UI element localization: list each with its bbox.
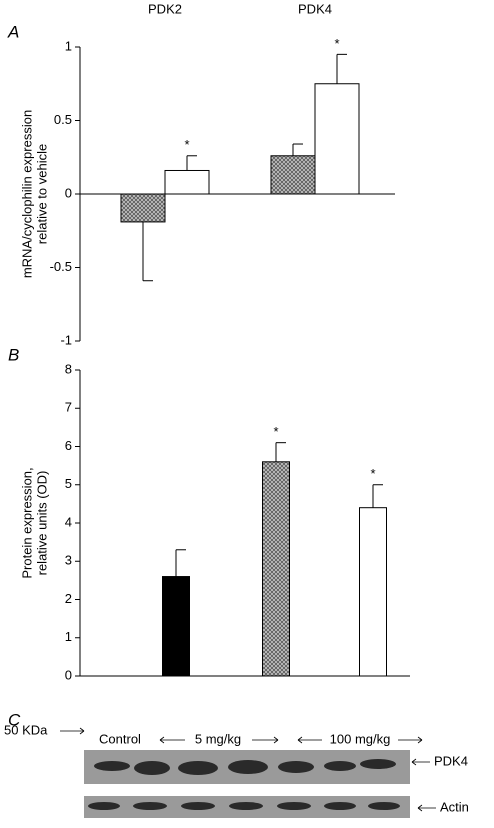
y-tick-label: 7 xyxy=(65,400,72,415)
lane-label: Control xyxy=(99,731,141,746)
lane-label: 100 mg/kg xyxy=(330,731,391,746)
bar xyxy=(359,507,387,677)
y-tick-label: 5 xyxy=(65,476,72,491)
y-tick-label: 0.5 xyxy=(54,112,72,127)
bar xyxy=(162,576,190,677)
y-tick-label: 1 xyxy=(65,629,72,644)
category-label: PDK4 xyxy=(298,1,332,16)
blot-bands xyxy=(94,759,396,775)
y-tick-label: 0 xyxy=(65,185,72,200)
y-tick-label: 3 xyxy=(65,553,72,568)
y-axis-label: Protein expression, xyxy=(19,467,34,578)
category-label: PDK2 xyxy=(148,1,182,16)
blot-bands xyxy=(88,802,400,810)
annotation: * xyxy=(184,137,189,152)
panel-label: A xyxy=(7,22,19,41)
band-label: PDK4 xyxy=(434,753,468,768)
bar xyxy=(314,83,360,195)
y-tick-label: -0.5 xyxy=(50,259,72,274)
lane-label: 5 mg/kg xyxy=(195,731,241,746)
y-tick-label: 1 xyxy=(65,38,72,53)
bar xyxy=(120,193,166,223)
panel-label: B xyxy=(8,345,19,364)
y-tick-label: 2 xyxy=(65,591,72,606)
y-axis-label: relative to vehicle xyxy=(34,144,49,244)
annotation: * xyxy=(334,36,339,51)
band-label: Actin xyxy=(440,799,469,814)
bar xyxy=(164,169,210,195)
y-tick-label: 6 xyxy=(65,438,72,453)
y-tick-label: 4 xyxy=(65,514,72,529)
y-tick-label: 8 xyxy=(65,361,72,376)
marker-label: 50 KDa xyxy=(4,722,48,737)
y-tick-label: -1 xyxy=(60,332,72,347)
bar xyxy=(270,155,316,195)
annotation: * xyxy=(273,424,278,439)
y-tick-label: 0 xyxy=(65,667,72,682)
y-axis-label: relative units (OD) xyxy=(34,471,49,576)
y-axis-label: mRNA/cyclophilin expression xyxy=(19,110,34,278)
panel-label: C xyxy=(8,710,21,729)
lane-arrows xyxy=(60,727,436,812)
annotation: * xyxy=(370,466,375,481)
bar xyxy=(262,461,290,677)
